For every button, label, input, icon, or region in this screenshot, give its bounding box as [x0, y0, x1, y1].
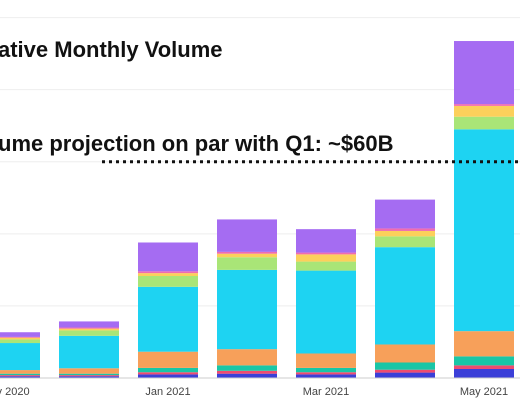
bar-segment	[375, 199, 435, 229]
bar-segment	[296, 254, 356, 262]
x-tick-label: ov 2020	[0, 386, 30, 398]
x-tick-label: May 2021	[460, 386, 508, 398]
bars	[0, 41, 514, 378]
bar-segment	[454, 129, 514, 332]
bar-segment	[59, 328, 119, 331]
bar-segment	[59, 335, 119, 369]
bar-segment	[0, 373, 40, 376]
bar-segment	[454, 356, 514, 366]
bar-segment	[217, 257, 277, 270]
bar-segment	[138, 271, 198, 274]
bar-segment	[296, 367, 356, 373]
projection-annotation: ume projection on par with Q1: ~$60B	[0, 131, 393, 156]
bar-segment	[454, 116, 514, 130]
bar-segment	[217, 219, 277, 252]
bar-segment	[454, 41, 514, 105]
bar-segment	[0, 343, 40, 371]
bar-segment	[59, 330, 119, 336]
bar-segment	[375, 369, 435, 373]
bar-segment	[375, 362, 435, 370]
bar-segment	[296, 374, 356, 378]
bar-segment	[138, 372, 198, 375]
bar-segment	[296, 261, 356, 271]
bar-segment	[217, 370, 277, 374]
bar-segment	[138, 351, 198, 368]
bar-segment	[0, 370, 40, 374]
bar-segment	[59, 376, 119, 378]
bar-segment	[296, 229, 356, 253]
bar-segment	[59, 375, 119, 377]
bar-segment	[375, 247, 435, 345]
bar-segment	[217, 251, 277, 254]
bar-segment	[138, 276, 198, 287]
bar-segment	[296, 270, 356, 354]
bar-segment	[217, 269, 277, 350]
bar-segment	[454, 331, 514, 357]
bar-segment	[0, 339, 40, 344]
chart-title: ative Monthly Volume	[0, 37, 223, 62]
bar-segment	[296, 372, 356, 375]
bar-segment	[375, 228, 435, 231]
bar-segment	[138, 367, 198, 373]
bar-segment	[454, 105, 514, 117]
bar-segment	[138, 374, 198, 378]
x-tick-label: Jan 2021	[145, 386, 190, 398]
bar-segment	[59, 373, 119, 376]
bar-segment	[0, 332, 40, 337]
bar-segment	[138, 273, 198, 277]
bar-segment	[217, 253, 277, 258]
bar-segment	[217, 373, 277, 378]
bar-segment	[375, 344, 435, 363]
bar-segment	[59, 327, 119, 329]
bar-segment	[454, 365, 514, 369]
bar-segment	[296, 353, 356, 368]
bar-segment	[0, 336, 40, 338]
bar-segment	[217, 349, 277, 366]
bar-segment	[0, 375, 40, 377]
bar-segment	[138, 242, 198, 272]
bar-segment	[375, 236, 435, 248]
bar-segment	[138, 286, 198, 352]
bar-segment	[375, 230, 435, 237]
bar-segment	[59, 321, 119, 328]
bar-segment	[0, 337, 40, 340]
bar-segment	[217, 365, 277, 371]
bar-segment	[375, 372, 435, 378]
bar-segment	[0, 376, 40, 378]
bar-segment	[454, 104, 514, 106]
x-tick-label: Mar 2021	[303, 386, 349, 398]
bar-segment	[59, 368, 119, 374]
bar-segment	[296, 252, 356, 255]
x-tick-labels: ov 2020 Jan 2021 Mar 2021 May 2021	[0, 386, 508, 398]
bar-segment	[454, 368, 514, 378]
